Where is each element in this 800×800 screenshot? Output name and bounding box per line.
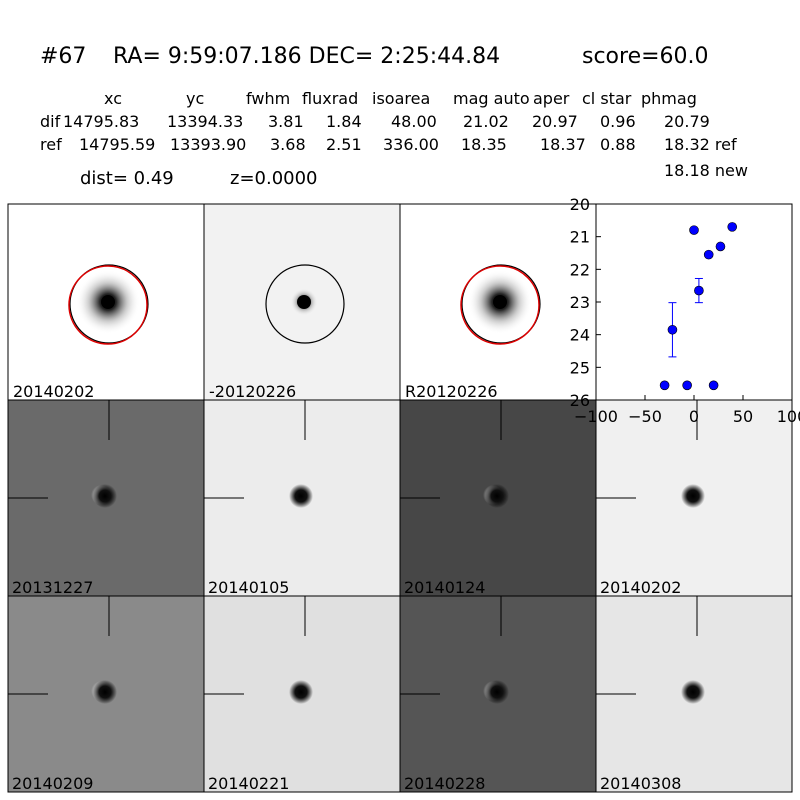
table-cell: 1.84 [326,112,362,131]
table-cell: 3.68 [270,135,306,154]
point [694,285,704,296]
y-tick-label: 26 [570,391,590,410]
point [727,222,738,232]
aperture [265,264,345,344]
table-cell: 13393.90 [170,135,246,154]
table-cell: 0.96 [600,112,636,131]
core [493,295,507,309]
table-cell: 14795.59 [79,135,155,154]
table-cell: 2.51 [326,135,362,154]
epoch-label: 20140209 [12,774,93,793]
epoch-label: 20140202 [600,578,681,597]
x-tick-label: 100 [777,407,800,426]
column-header: isoarea [372,89,430,108]
score: score=60.0 [582,44,709,69]
epoch-label: 20140228 [404,774,485,793]
column-header: aper [533,89,570,108]
column-header: fwhm [246,89,290,108]
source [93,484,117,508]
new-mag: 18.18 new [664,161,748,180]
table-cell: 18.32 ref [664,135,737,154]
column-header: phmag [641,89,697,108]
plot-area [595,203,793,401]
column-header: fluxrad [302,89,358,108]
y-tick-label: 24 [570,326,590,345]
x-tick-label: 0 [689,407,699,426]
point [715,241,726,252]
table-cell: ref [40,135,62,154]
table-cell: 14795.83 [63,112,139,131]
table-cell: 20.97 [532,112,578,131]
candidate-id: #67 [40,44,86,69]
epoch-label: 20131227 [12,578,93,597]
table-cell: 48.00 [391,112,437,131]
table-cell: 0.88 [600,135,636,154]
core [297,295,311,309]
table-cell: 21.02 [463,112,509,131]
table-cell: dif [40,112,61,131]
x-tick-label: −100 [574,407,618,426]
point [689,225,699,235]
column-header: mag auto [453,89,530,108]
aperture [69,264,149,344]
x-tick-label: −50 [628,407,662,426]
point [667,324,678,335]
source [485,484,509,508]
stamp-label: -20120226 [209,382,296,401]
ref-aperture [68,265,148,345]
point [682,380,692,391]
coordinates: RA= 9:59:07.186 DEC= 2:25:44.84 [113,44,500,69]
epoch-label: 20140124 [404,578,485,597]
y-tick-label: 25 [570,358,590,377]
y-tick-label: 23 [570,293,590,312]
source [93,680,117,704]
source [289,484,313,508]
table-cell: 3.81 [268,112,304,131]
stamp-label: R20120226 [405,382,498,401]
core [101,295,115,309]
epoch-label: 20140105 [208,578,289,597]
column-header: xc [104,89,122,108]
redshift: z=0.0000 [230,168,318,189]
ref-aperture [460,265,540,345]
x-tick-label: 50 [733,407,753,426]
source [681,680,705,704]
y-tick-label: 22 [570,260,590,279]
epoch-label: 20140308 [600,774,681,793]
point [708,380,719,391]
dist: dist= 0.49 [80,168,174,189]
y-tick-label: 21 [570,228,590,247]
table-cell: 13394.33 [167,112,243,131]
source [485,680,509,704]
source [681,484,705,508]
y-tick-label: 20 [570,195,590,214]
table-cell: 336.00 [383,135,439,154]
column-header: cl star [582,89,632,108]
source [289,680,313,704]
table-cell: 20.79 [664,112,710,131]
point [659,380,670,391]
column-header: yc [186,89,204,108]
table-cell: 18.35 [461,135,507,154]
point [703,249,714,260]
table-cell: 18.37 [540,135,586,154]
epoch-label: 20140221 [208,774,289,793]
aperture [461,264,541,344]
stamp-label: 20140202 [13,382,94,401]
